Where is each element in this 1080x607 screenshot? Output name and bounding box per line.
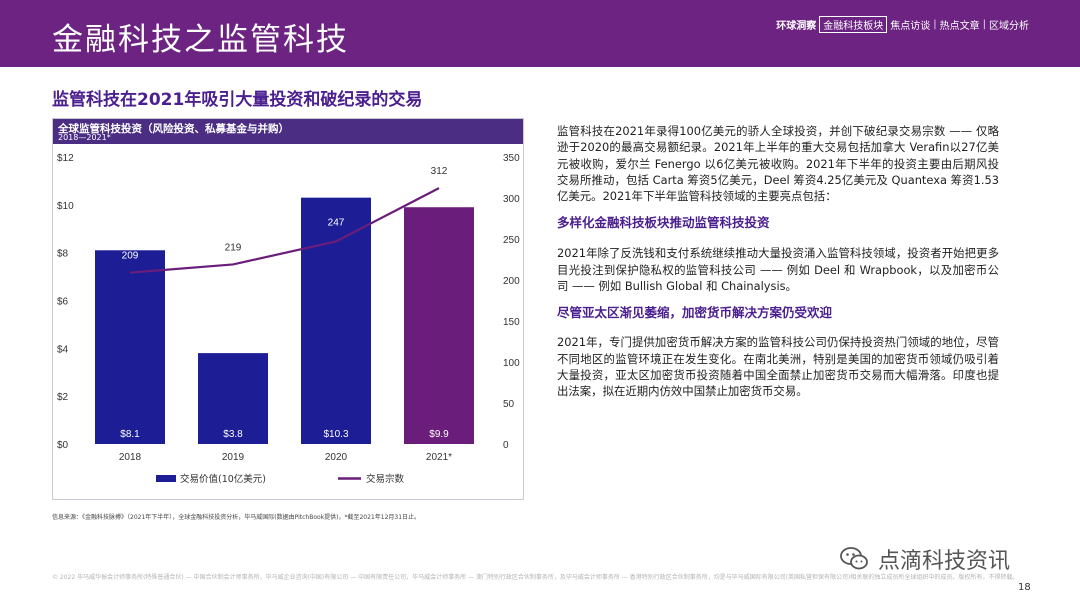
y-right-tick-label: 150: [503, 317, 520, 328]
line-value-label: 247: [328, 217, 345, 228]
nav-item-global-insight[interactable]: 环球洞察: [776, 21, 817, 32]
section-subheading: 监管科技在2021年吸引大量投资和破纪录的交易: [52, 90, 423, 110]
deal-count-line: [129, 187, 440, 274]
x-tick-label: 2020: [325, 452, 348, 463]
footer-copyright: © 2022 毕马威华振会计师事务所(特殊普通合伙) — 中国合伙制会计师事务所…: [52, 574, 1019, 581]
y-left-tick-label: $2: [57, 392, 69, 403]
chart-subtitle: 2018—2021*: [58, 133, 111, 142]
bar-value-label: $9.9: [429, 429, 449, 440]
legend-bar-swatch: [156, 475, 176, 482]
bar-value-label: $8.1: [120, 429, 140, 440]
nav-item-focus-interview[interactable]: 焦点访谈: [890, 21, 931, 32]
bar-2019: [198, 353, 268, 444]
header-nav: 环球洞察 金融科技板块 焦点访谈 | 热点文章 | 区域分析: [773, 16, 1032, 33]
section-heading-crypto: 尽管亚太区渐见萎缩，加密货币解决方案仍受欢迎: [557, 305, 833, 321]
y-left-tick-label: $4: [57, 344, 69, 355]
y-left-tick-label: $0: [57, 440, 69, 451]
header-bar: 金融科技之监管科技 环球洞察 金融科技板块 焦点访谈 | 热点文章 | 区域分析: [0, 0, 1080, 67]
page-title: 金融科技之监管科技: [52, 22, 349, 58]
x-tick-label: 2018: [119, 452, 142, 463]
legend-bar-label: 交易价值(10亿美元): [180, 473, 266, 485]
right-text-column: 监管科技在2021年录得100亿美元的骄人全球投资，并创下破纪录交易宗数 —— …: [557, 123, 999, 400]
y-left-tick-label: $8: [57, 249, 69, 260]
y-right-tick-label: 350: [503, 153, 520, 164]
bar-value-label: $10.3: [323, 429, 348, 440]
y-right-tick-label: 100: [503, 358, 520, 369]
crypto-paragraph: 2021年，专门提供加密货币解决方案的监管科技公司仍保持投资热门领域的地位，尽管…: [557, 335, 999, 399]
y-left-tick-label: $12: [57, 153, 74, 164]
line-value-label: 209: [122, 251, 139, 262]
nav-item-fintech-sector[interactable]: 金融科技板块: [819, 16, 888, 33]
y-right-tick-label: 300: [503, 194, 520, 205]
line-value-label: 312: [431, 166, 448, 177]
bar-2021: [404, 207, 474, 444]
page-number: 18: [1018, 582, 1031, 593]
legend-line-label: 交易宗数: [366, 473, 405, 485]
chart-panel: 全球监管科技投资（风险投资、私募基金与并购） 2018—2021* $0 $2 $4…: [52, 118, 524, 500]
source-note: 信息来源：《金融科技脉搏》（2021年下半年），全球金融科技投资分析，毕马威国际…: [52, 514, 421, 521]
wechat-icon: [840, 547, 868, 570]
nav-item-hot-articles[interactable]: 热点文章: [939, 21, 980, 32]
diversified-paragraph: 2021年除了反洗钱和支付系统继续推动大量投资涌入监管科技领域，投资者开始把更多…: [557, 246, 999, 294]
nav-item-regional-analysis[interactable]: 区域分析: [989, 21, 1029, 32]
bar-2018: [95, 250, 165, 444]
y-left-tick-label: $6: [57, 297, 69, 308]
chart-title: 全球监管科技投资（风险投资、私募基金与并购）: [58, 123, 289, 135]
x-tick-label: 2019: [222, 452, 245, 463]
x-tick-label: 2021*: [426, 452, 452, 463]
y-right-tick-label: 200: [503, 276, 520, 287]
y-right-tick-label: 0: [503, 440, 509, 451]
watermark: 点滴科技资讯: [840, 543, 1010, 575]
intro-paragraph: 监管科技在2021年录得100亿美元的骄人全球投资，并创下破纪录交易宗数 —— …: [557, 124, 999, 204]
y-left-tick-label: $10: [57, 201, 74, 212]
y-right-tick-label: 250: [503, 235, 520, 246]
nav-separator: |: [982, 19, 986, 30]
investment-chart: $0 $2 $4 $6 $8 $10 $12 0 50 100 150 200 250 300 350 $8.…: [57, 153, 520, 485]
bar-2020: [301, 197, 371, 444]
bar-value-label: $3.8: [223, 429, 243, 440]
line-value-label: 219: [225, 242, 242, 253]
watermark-text: 点滴科技资讯: [878, 549, 1011, 574]
y-right-tick-label: 50: [503, 399, 515, 410]
chart-title-bar: 全球监管科技投资（风险投资、私募基金与并购） 2018—2021*: [53, 119, 523, 144]
nav-separator: |: [933, 19, 937, 30]
section-heading-diversified: 多样化金融科技板块推动监管科技投资: [557, 215, 770, 231]
